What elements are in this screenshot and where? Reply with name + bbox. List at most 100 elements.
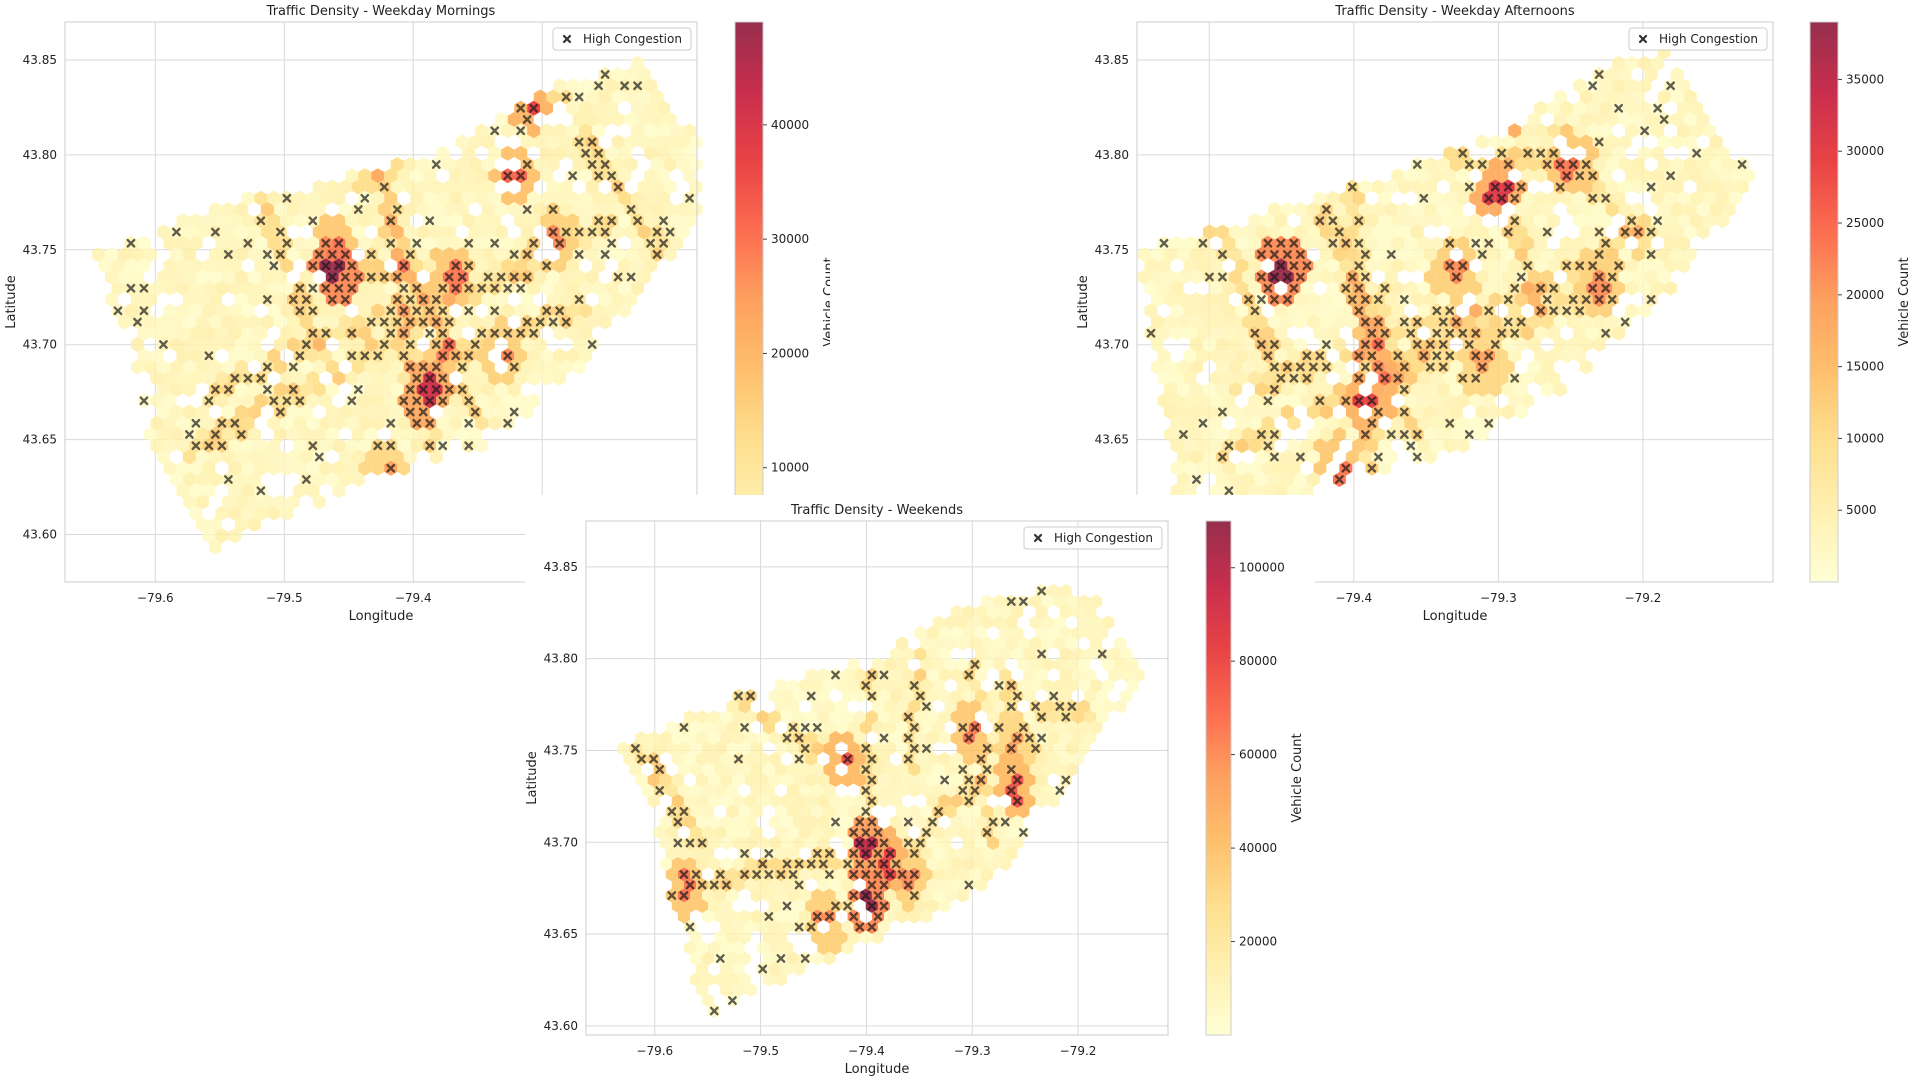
hexbin-cell — [1690, 213, 1704, 229]
hexbin-cell — [280, 505, 294, 521]
hexbin-cell — [896, 636, 909, 651]
hexbin-cell — [169, 359, 183, 375]
high-congestion-marker — [1006, 744, 1016, 753]
hexbin-cell — [1625, 100, 1639, 116]
hexbin-cell — [546, 269, 560, 285]
hexbin-cell — [189, 303, 203, 319]
hexbin-cell — [829, 941, 842, 955]
hexbin-cell — [1683, 157, 1697, 172]
hexbin-cell — [1029, 657, 1042, 672]
high-congestion-marker — [673, 817, 683, 827]
hexbin-cell — [1410, 247, 1424, 262]
hexbin-cell — [768, 794, 781, 808]
hexbin-cell — [1280, 382, 1294, 397]
high-congestion-marker — [392, 317, 402, 327]
hexbin-cell — [1553, 247, 1567, 262]
hexbin-cell — [1365, 303, 1379, 319]
hexbin-cell — [774, 972, 787, 987]
hexbin-cell — [553, 370, 567, 386]
hexbin-cell — [228, 348, 242, 364]
hexbin-cell — [671, 878, 684, 892]
high-congestion-marker — [1646, 227, 1656, 237]
hexbin-cell — [981, 636, 994, 651]
hexbin-cell — [1384, 224, 1398, 240]
hexbin-cell — [732, 731, 745, 745]
hexbin-cell — [455, 247, 469, 262]
hexbin-cell — [449, 393, 463, 409]
hexbin-cell — [228, 280, 242, 296]
hexbin-cell — [280, 258, 294, 274]
hexbin-cell — [1332, 247, 1346, 262]
high-congestion-marker — [1354, 283, 1364, 293]
hexbin-cell — [579, 213, 593, 229]
hexbin-cell — [618, 213, 632, 229]
hexbin-cell — [1254, 472, 1268, 487]
high-congestion-marker — [1347, 295, 1357, 304]
hexbin-cell — [384, 348, 398, 364]
high-congestion-marker — [464, 441, 474, 451]
hexbin-cell — [572, 269, 586, 285]
hexbin-cell — [611, 202, 625, 217]
high-congestion-marker — [861, 849, 871, 858]
hexbin-cell — [1521, 235, 1535, 251]
high-congestion-marker — [1445, 306, 1455, 316]
high-congestion-marker — [451, 261, 461, 271]
high-congestion-marker — [1302, 351, 1312, 361]
hexbin-cell — [1170, 483, 1184, 499]
hexbin-cell — [1527, 247, 1541, 262]
high-congestion-marker — [958, 765, 968, 774]
high-congestion-marker — [685, 880, 695, 890]
hexbin-cell — [932, 867, 945, 882]
hexbin-cell — [841, 773, 854, 787]
hexbin-cell — [690, 930, 703, 945]
hexbin-cell — [1326, 303, 1340, 319]
high-congestion-marker — [631, 744, 640, 753]
high-congestion-marker — [861, 870, 871, 879]
hexbin-cell — [1534, 100, 1548, 116]
high-congestion-marker — [812, 723, 822, 732]
hexbin-cell — [605, 100, 619, 116]
hexbin-cell — [358, 438, 372, 454]
hexbin-cell — [647, 731, 660, 745]
hexbin-cell — [665, 720, 678, 735]
hexbin-cell — [436, 145, 450, 161]
hexbin-cell — [696, 773, 709, 787]
hexbin-cell — [195, 494, 209, 510]
hexbin-cell — [1514, 404, 1528, 420]
hexbin-cell — [1378, 213, 1392, 229]
high-congestion-marker — [812, 912, 822, 921]
hexbin-cell — [1703, 213, 1717, 229]
hexbin-cell — [273, 314, 287, 330]
hexbin-cell — [351, 314, 365, 330]
hexbin-cell — [944, 636, 957, 651]
high-congestion-marker — [477, 283, 487, 293]
hexbin-cell — [726, 783, 739, 798]
hexbin-cell — [974, 815, 987, 829]
hexbin-cell — [1553, 314, 1567, 330]
hexbin-cell — [653, 825, 666, 840]
hexbin-cell — [702, 972, 715, 987]
hexbin-cell — [1417, 258, 1431, 274]
high-congestion-marker — [379, 272, 389, 282]
high-congestion-marker — [1019, 597, 1028, 606]
hexbin-cell — [677, 846, 690, 861]
hexbin-cell — [670, 213, 683, 229]
hexbin-cell — [1306, 404, 1320, 420]
hexbin-cell — [650, 157, 664, 172]
hexbin-cell — [811, 951, 824, 966]
hexbin-cell — [494, 382, 508, 397]
high-congestion-marker — [909, 849, 919, 858]
hexbin-cell — [676, 157, 690, 172]
high-congestion-marker — [217, 441, 227, 451]
hexbin-cell — [1560, 190, 1574, 206]
hexbin-cell — [1495, 168, 1509, 184]
hexbin-cell — [1449, 404, 1463, 420]
hexbin-cell — [442, 157, 456, 172]
hexbin-cell — [1605, 134, 1619, 150]
high-congestion-marker — [1510, 283, 1520, 293]
hexbin-cell — [325, 314, 339, 330]
hexbin-cell — [1203, 314, 1216, 330]
high-congestion-marker — [1031, 702, 1040, 711]
hexbin-cell — [176, 303, 190, 319]
hexbin-cell — [1449, 157, 1463, 172]
